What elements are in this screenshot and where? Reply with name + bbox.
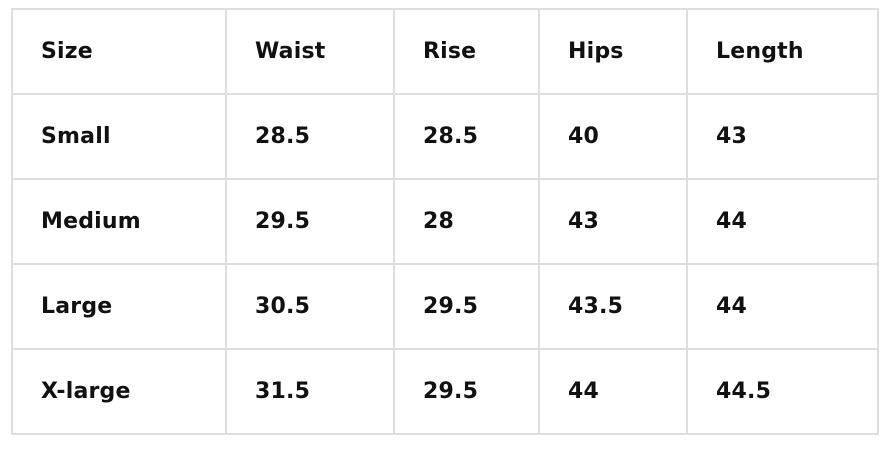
table-cell: 31.5: [225, 348, 395, 435]
table-cell: X-large: [11, 348, 227, 435]
table-cell: 43.5: [538, 263, 688, 350]
table-row: Small 28.5 28.5 40 43: [11, 93, 879, 180]
table-row: X-large 31.5 29.5 44 44.5: [11, 348, 879, 435]
table-cell: 30.5: [225, 263, 395, 350]
table-cell: 28: [393, 178, 540, 265]
table-cell: 29.5: [393, 348, 540, 435]
table-row: Large 30.5 29.5 43.5 44: [11, 263, 879, 350]
table-row: Medium 29.5 28 43 44: [11, 178, 879, 265]
table-cell: 43: [538, 178, 688, 265]
table-cell: 28.5: [225, 93, 395, 180]
column-header: Length: [686, 8, 879, 95]
table-cell: 44.5: [686, 348, 879, 435]
table-cell: 44: [686, 178, 879, 265]
table-cell: Medium: [11, 178, 227, 265]
table-cell: 29.5: [393, 263, 540, 350]
table-cell: 29.5: [225, 178, 395, 265]
table-cell: 40: [538, 93, 688, 180]
table-cell: 44: [538, 348, 688, 435]
table-cell: 44: [686, 263, 879, 350]
column-header: Rise: [393, 8, 540, 95]
size-chart-table: Size Waist Rise Hips Length Small 28.5 28.5 40 43…: [11, 8, 879, 435]
table-cell: 43: [686, 93, 879, 180]
header-row: Size Waist Rise Hips Length: [11, 8, 879, 95]
column-header: Size: [11, 8, 227, 95]
table-cell: Large: [11, 263, 227, 350]
table-cell: Small: [11, 93, 227, 180]
column-header: Waist: [225, 8, 395, 95]
table-cell: 28.5: [393, 93, 540, 180]
column-header: Hips: [538, 8, 688, 95]
